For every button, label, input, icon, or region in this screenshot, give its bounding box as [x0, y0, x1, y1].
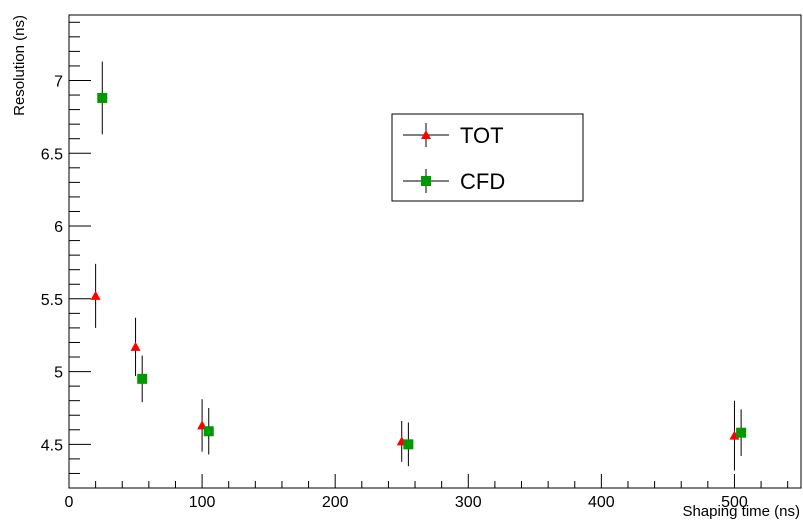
tot-point [130, 341, 141, 351]
x-tick-label: 0 [65, 494, 74, 511]
legend-cfd-label: CFD [460, 169, 505, 194]
x-tick-label: 400 [588, 494, 615, 511]
y-tick-label: 5.5 [41, 292, 63, 309]
x-tick-label: 500 [721, 494, 748, 511]
x-axis-title: Shaping time (ns) [682, 503, 800, 520]
y-tick-label: 4.5 [41, 437, 63, 454]
y-axis-ticks: 4.5 5 5.5 6 6.5 7 [41, 21, 91, 489]
y-tick-label: 6 [54, 219, 63, 236]
legend-box [391, 113, 584, 202]
tot-point [90, 290, 101, 300]
x-tick-label: 100 [189, 494, 216, 511]
cfd-point [203, 426, 214, 437]
cfd-point [403, 439, 414, 450]
cfd-point [736, 427, 747, 438]
legend: TOT CFD [391, 113, 584, 202]
plot-frame [68, 14, 802, 489]
y-tick-label: 6.5 [41, 146, 63, 163]
x-axis-ticks: 0 100 200 300 400 500 [65, 474, 789, 511]
y-tick-label: 5 [54, 365, 63, 382]
y-axis-title: Resolution (ns) [11, 15, 28, 116]
legend-tot-marker [421, 130, 431, 139]
y-tick-label: 7 [54, 73, 63, 90]
cfd-point [97, 92, 108, 103]
cfd-point [137, 373, 148, 384]
x-tick-label: 200 [322, 494, 349, 511]
legend-tot-label: TOT [460, 123, 504, 148]
data-marks [90, 61, 747, 471]
x-tick-label: 300 [455, 494, 482, 511]
legend-cfd-marker [421, 176, 431, 186]
